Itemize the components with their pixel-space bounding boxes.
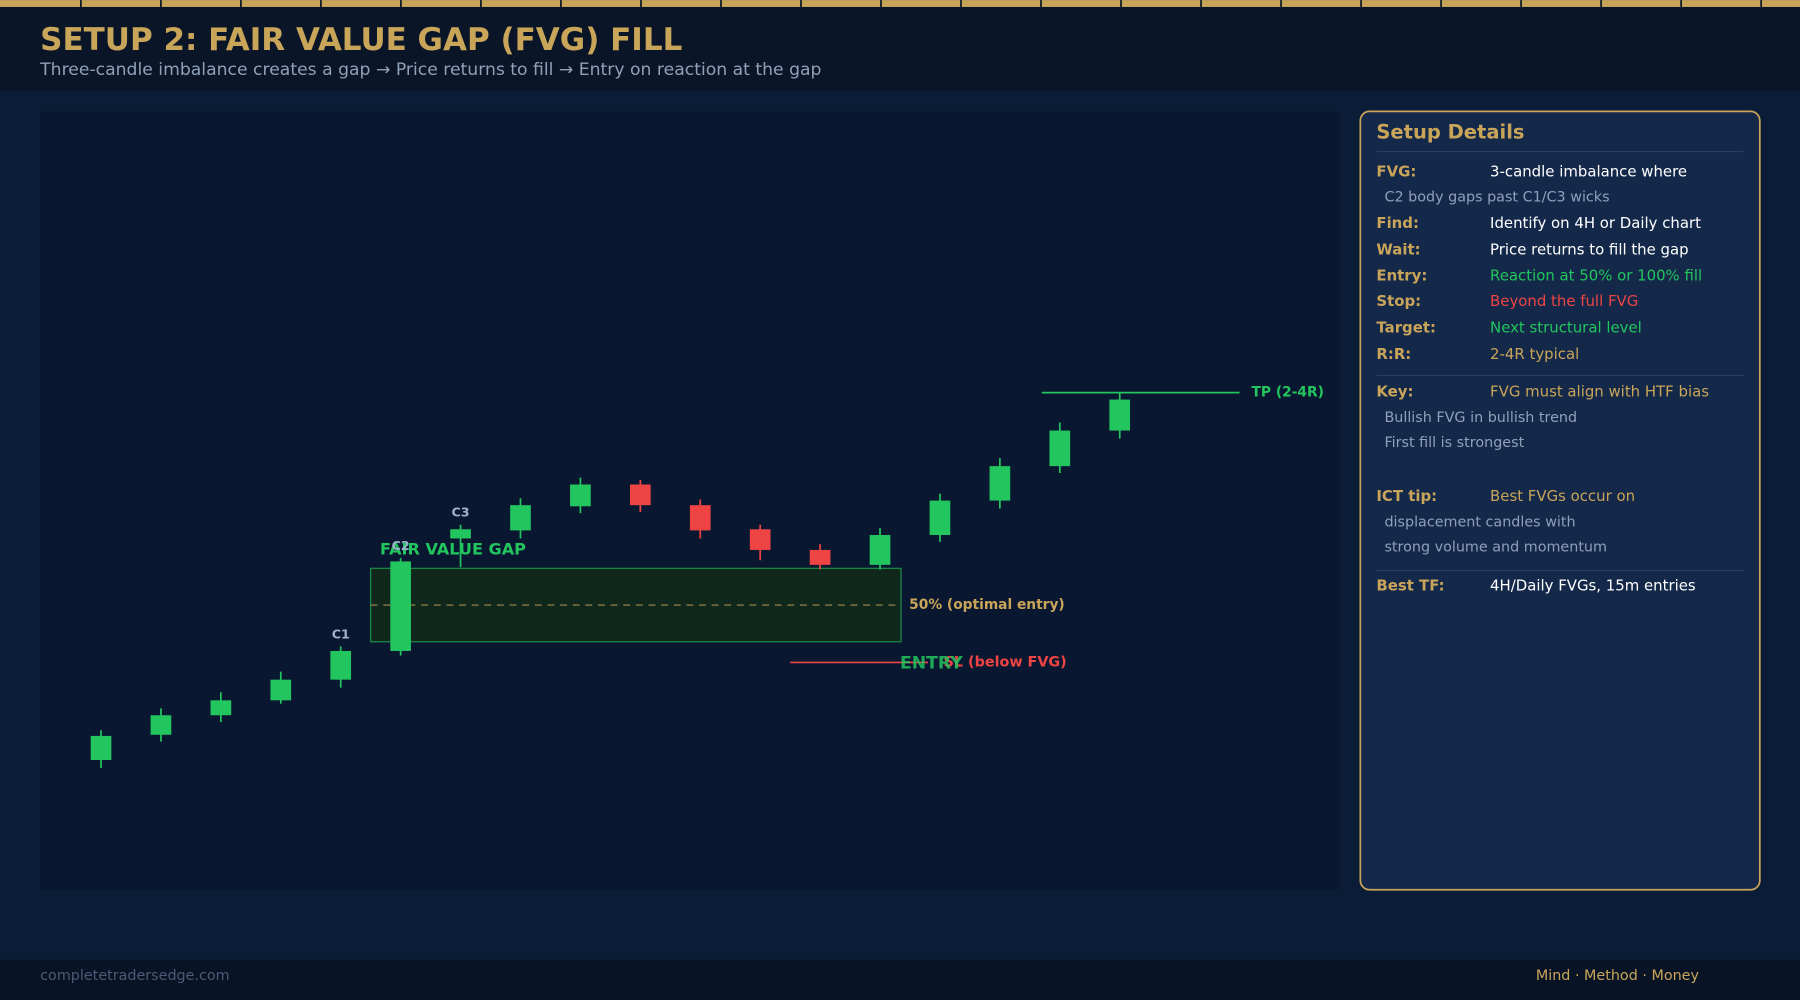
top-bar-gap xyxy=(320,0,322,7)
detail-value: Beyond the full FVG xyxy=(1490,292,1638,310)
detail-value: Next structural level xyxy=(1490,318,1642,336)
top-bar-gap xyxy=(1200,0,1202,7)
top-bar-gap xyxy=(1440,0,1442,7)
details-panel xyxy=(1359,110,1761,891)
top-bar-gap xyxy=(1040,0,1042,7)
details-list: FVG: 3-candle imbalance where C2 body gaps… xyxy=(1376,162,1744,595)
top-bar-gap xyxy=(1280,0,1282,7)
candle-body xyxy=(809,549,831,565)
top-bar-gap xyxy=(720,0,722,7)
detail-note: displacement candles with xyxy=(1384,514,1575,530)
top-bar-gap xyxy=(1120,0,1122,7)
detail-label: Target: xyxy=(1376,318,1436,336)
candle-body xyxy=(1049,430,1071,467)
candle-body xyxy=(270,679,292,701)
midline-label: 50% (optimal entry) xyxy=(909,597,1065,613)
details-title: Setup Details xyxy=(1376,121,1524,144)
candle-body xyxy=(570,484,591,507)
detail-value: 4H/Daily FVGs, 15m entries xyxy=(1490,577,1696,595)
top-bar-gap xyxy=(800,0,802,7)
candle-body xyxy=(210,700,232,716)
tp-label: TP (2-4R) xyxy=(1252,385,1324,401)
stop-label: SL (below FVG) xyxy=(944,654,1067,670)
top-bar-gap xyxy=(1360,0,1362,7)
detail-note: strong volume and momentum xyxy=(1384,540,1607,556)
top-bar-gap xyxy=(1760,0,1763,7)
detail-value: 3-candle imbalance where xyxy=(1490,162,1687,180)
top-bar-gap xyxy=(400,0,402,7)
candle-body xyxy=(869,535,891,565)
detail-label: Wait: xyxy=(1376,240,1420,258)
candle-body xyxy=(450,529,471,539)
candle-body xyxy=(1109,399,1131,431)
detail-note: C2 body gaps past C1/C3 wicks xyxy=(1384,190,1609,206)
top-bar-gap xyxy=(560,0,562,7)
detail-value: Identify on 4H or Daily chart xyxy=(1490,214,1701,232)
detail-note: First fill is strongest xyxy=(1384,435,1524,451)
top-bar-gap xyxy=(1680,0,1682,7)
chart: 50% (optimal entry) FAIR VALUE GAP C1 C2 C3 T… xyxy=(90,385,1324,769)
detail-note: Bullish FVG in bullish trend xyxy=(1384,410,1577,426)
candle-label: C3 xyxy=(452,505,470,520)
candle-body xyxy=(929,500,951,536)
footer-site: completetradersedge.com xyxy=(40,968,229,984)
detail-label: Entry: xyxy=(1376,267,1427,285)
chart-panel xyxy=(40,111,1340,890)
detail-label: R:R: xyxy=(1376,345,1411,363)
detail-value: Best FVGs occur on xyxy=(1490,487,1635,505)
candle-body xyxy=(150,715,172,735)
detail-label: FVG: xyxy=(1376,162,1416,180)
top-bar-gap xyxy=(960,0,962,7)
entry-label: ENTRY xyxy=(900,654,963,674)
fvg-zone xyxy=(370,567,902,643)
candle-body xyxy=(510,505,531,531)
subtitle: Three-candle imbalance creates a gap → P… xyxy=(39,60,821,80)
header-band xyxy=(0,0,1800,91)
candle-label: C2 xyxy=(392,538,410,553)
detail-value: 2-4R typical xyxy=(1490,345,1579,363)
top-bar-gap xyxy=(1520,0,1522,7)
footer-tagline: Mind · Method · Money xyxy=(1536,968,1700,984)
candle-body xyxy=(630,484,651,506)
top-bar-gap xyxy=(880,0,882,7)
candle-body xyxy=(989,466,1011,501)
candle-body xyxy=(689,505,711,531)
candle-body xyxy=(390,561,411,651)
candle-body xyxy=(330,650,352,680)
top-bar-fill xyxy=(0,0,1800,7)
detail-label: Best TF: xyxy=(1376,577,1444,595)
candle-body xyxy=(90,735,112,761)
top-bar xyxy=(0,0,1800,7)
detail-value: Reaction at 50% or 100% fill xyxy=(1490,267,1702,285)
candle-body xyxy=(749,529,771,550)
detail-label: ICT tip: xyxy=(1376,487,1437,505)
detail-value: FVG must align with HTF bias xyxy=(1490,383,1709,401)
footer-band xyxy=(0,959,1800,1000)
top-bar-gap xyxy=(240,0,242,7)
candle-label: C1 xyxy=(332,626,350,641)
top-bar-gap xyxy=(1600,0,1602,7)
detail-label: Stop: xyxy=(1376,292,1421,310)
detail-label: Find: xyxy=(1376,214,1419,232)
detail-label: Key: xyxy=(1376,383,1413,401)
top-bar-gap xyxy=(480,0,482,7)
title: SETUP 2: FAIR VALUE GAP (FVG) FILL xyxy=(40,22,682,58)
detail-value: Price returns to fill the gap xyxy=(1490,240,1689,258)
top-bar-gap xyxy=(80,0,82,7)
zone-label: FAIR VALUE GAP xyxy=(380,539,526,558)
top-bar-gap xyxy=(640,0,642,7)
top-bar-gap xyxy=(160,0,162,7)
